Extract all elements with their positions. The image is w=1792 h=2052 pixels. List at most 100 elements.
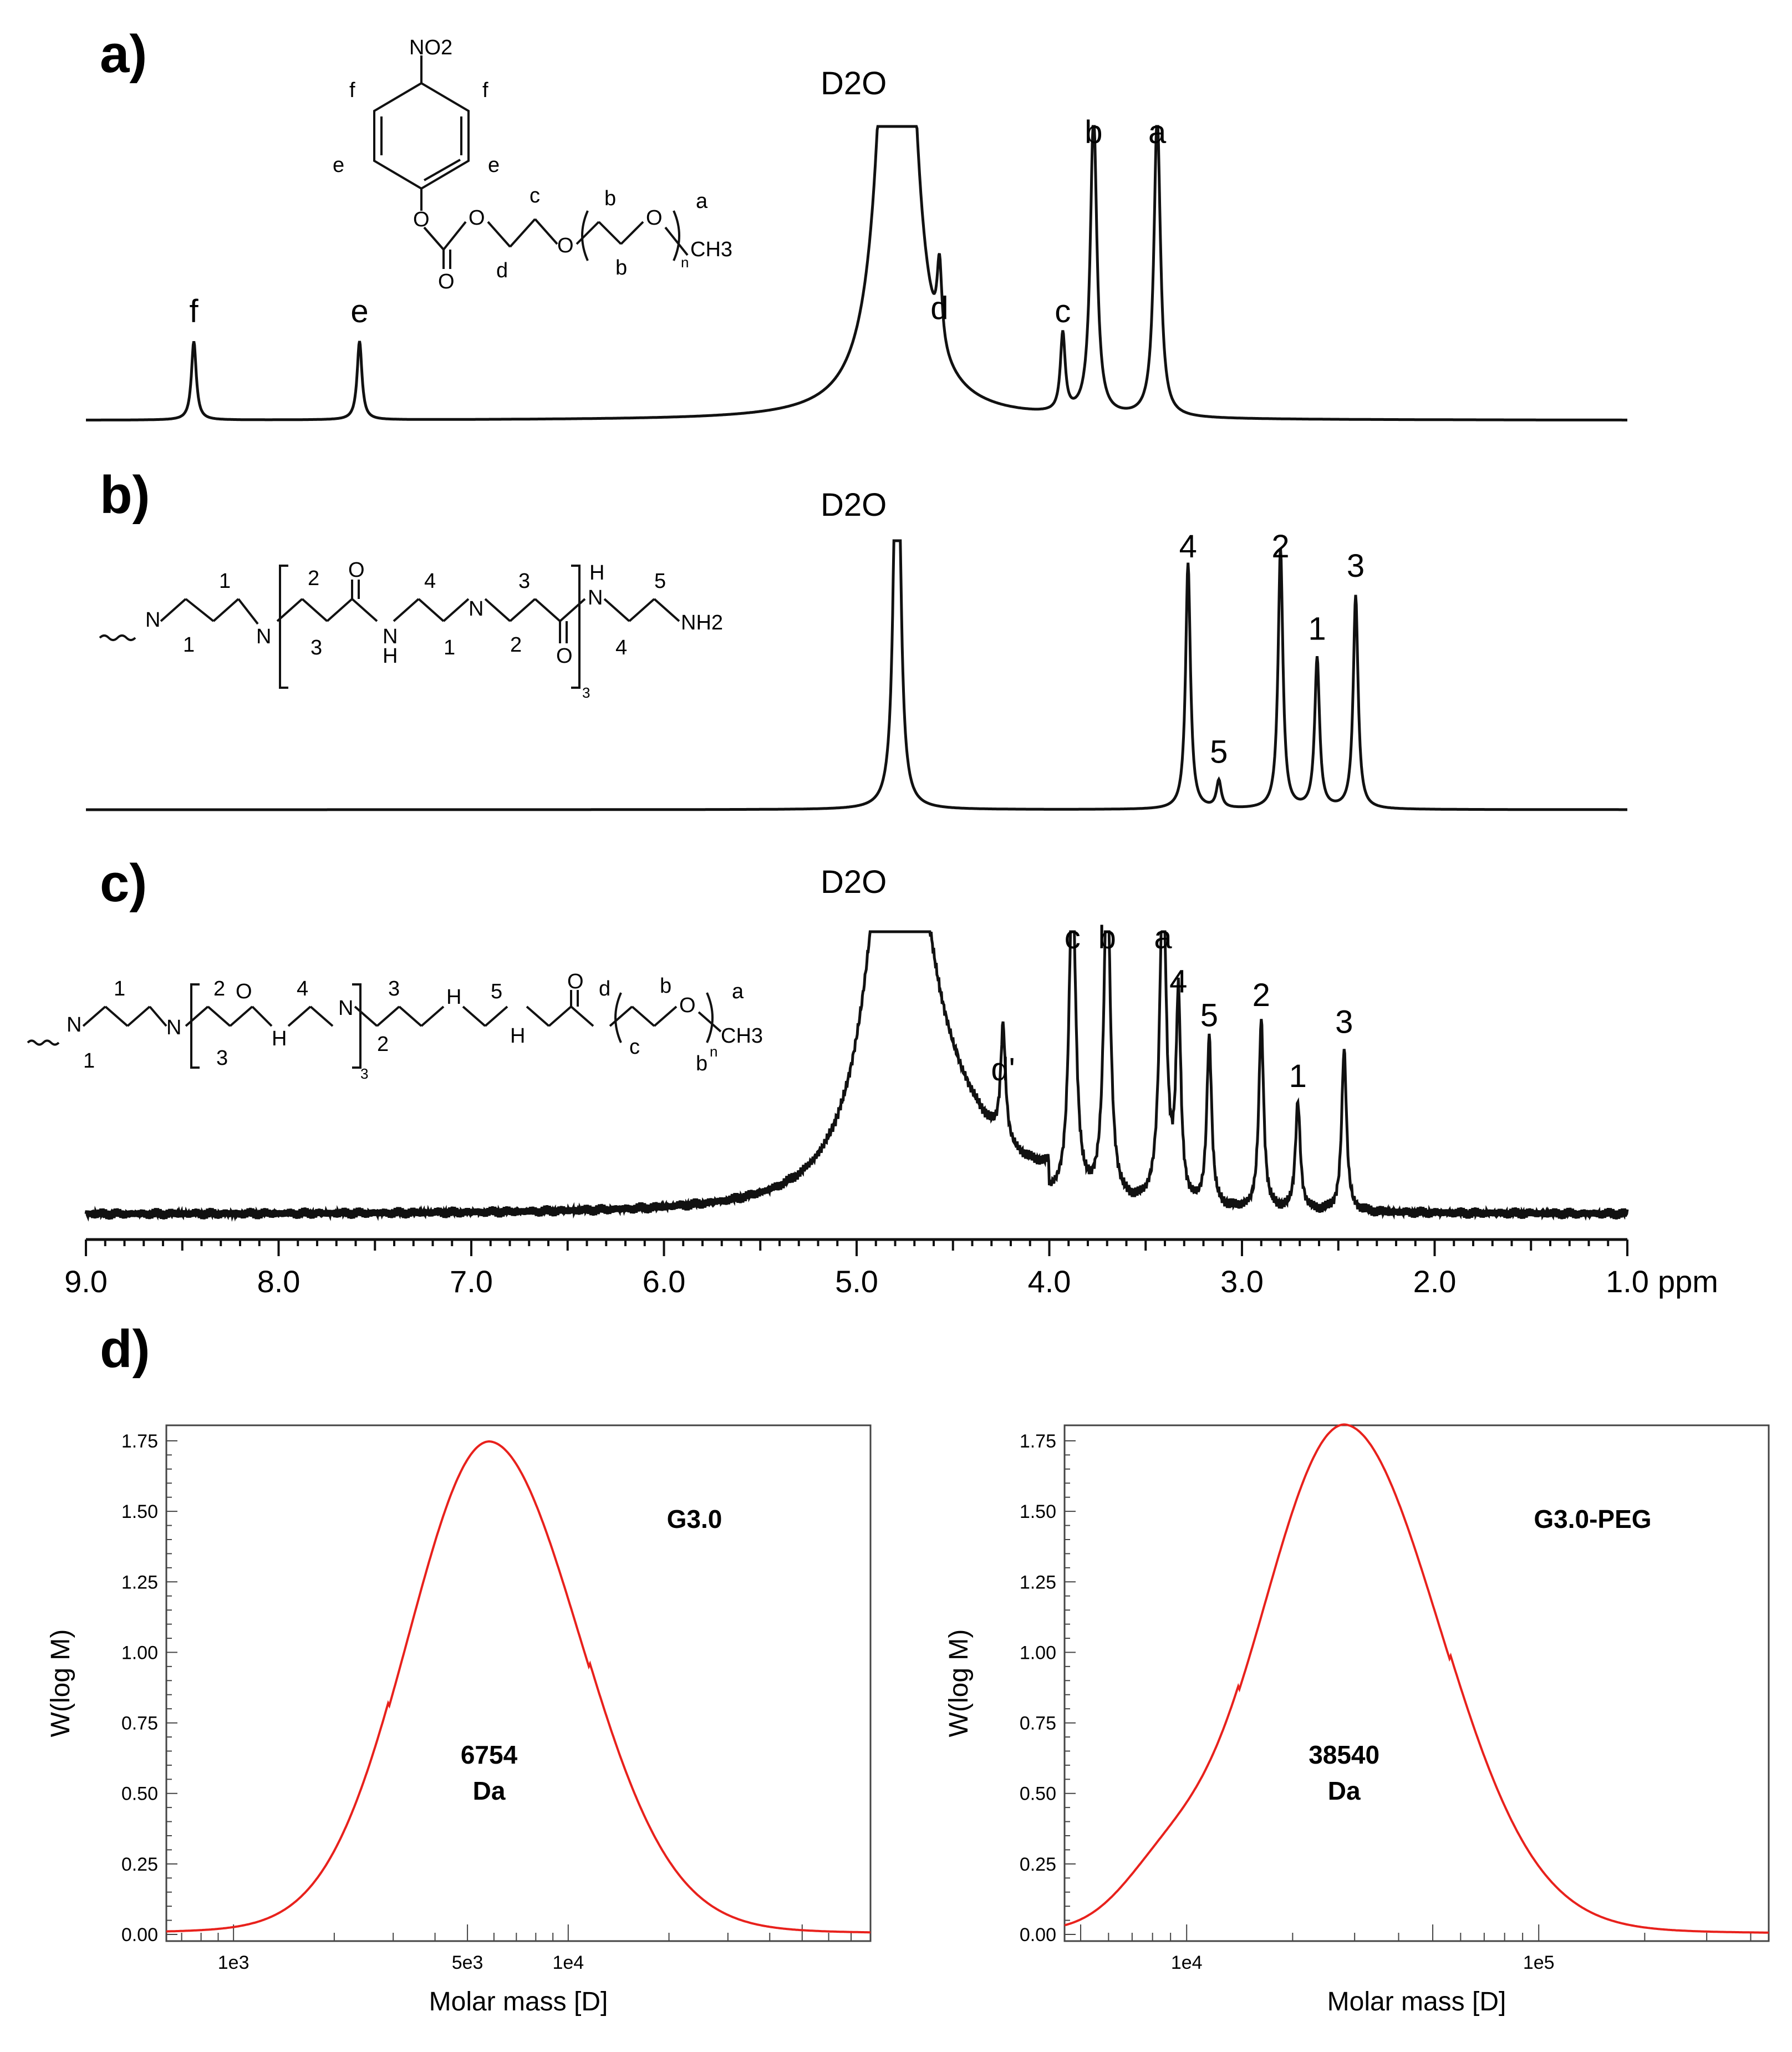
ppm-axis: 9.0 8.0 7.0 6.0 5.0 4.0 3.0 2.0 1.0 ppm	[64, 1238, 1718, 1299]
struct-a-atom: O	[557, 234, 574, 257]
bond	[628, 598, 655, 622]
bond	[484, 598, 511, 622]
gpc-y-tick-label: 1.50	[121, 1501, 158, 1522]
peak-label: b	[1085, 114, 1102, 150]
struct-b-atom: O	[348, 558, 365, 582]
gpc-chart-g30: 0.00 0.25 0.50 0.75 1.00 1.25 1.50 1.75 1e3 5e3 1e…	[46, 1424, 872, 2017]
panel-label-b: b)	[100, 465, 150, 525]
gpc-y-tick-label: 0.00	[1020, 1924, 1056, 1946]
bond	[126, 1005, 151, 1027]
struct-label-e: e	[488, 154, 500, 177]
struct-label: 1	[183, 633, 195, 657]
structure-c	[27, 983, 722, 1069]
carbonate-bond	[423, 226, 445, 251]
struct-a-atom: O	[646, 206, 663, 230]
ring-double-bond	[424, 159, 461, 181]
gpc-y-tick-label: 0.50	[1020, 1784, 1056, 1805]
peak-label: 5	[1200, 998, 1218, 1034]
bond	[149, 1005, 167, 1027]
struct-a-atom: O	[438, 270, 455, 293]
peak-label: e	[350, 293, 368, 329]
peak-label: 1	[1308, 611, 1326, 647]
wavy-bond	[99, 634, 136, 641]
peg-bracket-right	[706, 992, 714, 1043]
peak-label: d	[930, 291, 948, 327]
struct-b-atom: N	[145, 608, 160, 632]
chain-bond	[487, 221, 511, 248]
peak-label: c	[1065, 920, 1081, 956]
struct-label: d	[599, 977, 610, 1000]
gpc-chart-g30-peg: 0.00 0.25 0.50 0.75 1.00 1.25 1.50 1.75 1e4 1e5 Mo…	[944, 1423, 1770, 2017]
solvent-label-a: D2O	[821, 65, 887, 101]
struct-label-f: f	[349, 79, 355, 102]
struct-label: b	[660, 974, 671, 998]
struct-b-atom: N	[469, 597, 483, 621]
peak-label: 4	[1169, 964, 1187, 1000]
bond	[376, 1005, 400, 1027]
gpc-y-tick-label: 0.25	[1020, 1854, 1056, 1875]
struct-label: b	[696, 1052, 707, 1075]
repeat-n-label: n	[710, 1043, 717, 1060]
struct-a-atom: O	[469, 206, 485, 230]
struct-b-atom: N	[256, 625, 271, 648]
gpc-curve	[166, 1440, 870, 1934]
struct-c-atom: H	[446, 986, 461, 1009]
repeat-bracket-right	[673, 210, 680, 261]
gpc-title: G3.0-PEG	[1534, 1505, 1651, 1533]
gpc-x-axis-label: Molar mass [D]	[1327, 1987, 1506, 2017]
chain-bond	[598, 221, 622, 245]
struct-label-b: b	[604, 187, 616, 210]
struct-label: 2	[213, 977, 225, 1000]
gpc-y-tick-label: 0.75	[1020, 1713, 1056, 1734]
bond	[301, 598, 328, 622]
struct-c-atom: H	[510, 1024, 525, 1048]
nmr-trace	[86, 125, 1627, 421]
struct-label: c	[629, 1035, 640, 1059]
struct-label: 5	[654, 570, 666, 593]
gpc-x-tick-label: 1e5	[1523, 1952, 1555, 1973]
end-group-label: CH3	[690, 238, 732, 261]
peak-label: a	[1154, 920, 1172, 956]
repeat-bracket-left	[190, 983, 200, 1069]
ppm-tick-label: 8.0	[257, 1264, 301, 1299]
bond	[559, 598, 586, 622]
ppm-tick-label: 1.0	[1606, 1264, 1649, 1299]
bond	[351, 598, 378, 622]
end-group-label: NH2	[681, 611, 723, 634]
bond	[160, 598, 187, 622]
end-group-label: CH3	[721, 1024, 763, 1048]
struct-c-atom: N	[166, 1016, 181, 1039]
chain-bond	[664, 226, 689, 256]
ppm-tick-label: 4.0	[1028, 1264, 1071, 1299]
nmr-trace	[84, 930, 1629, 1222]
bond	[207, 1005, 231, 1027]
bond	[309, 1005, 334, 1027]
peak-label: 5	[1210, 734, 1228, 770]
bond	[509, 598, 536, 622]
gpc-y-tick-label: 1.00	[121, 1642, 158, 1663]
repeat-n-label: n	[681, 254, 689, 271]
ppm-tick-label: 6.0	[643, 1264, 686, 1299]
repeat-bracket-right	[571, 565, 581, 689]
struct-label-b: b	[615, 256, 627, 280]
panel-label-d: d)	[100, 1319, 150, 1379]
struct-b-atom: O	[556, 644, 573, 668]
struct-c-atom: H	[272, 1027, 287, 1050]
bond	[287, 1005, 312, 1027]
nitro-group-label: NO2	[409, 36, 452, 59]
struct-label-c: c	[530, 184, 540, 207]
peak-label: 2	[1271, 529, 1289, 565]
bond	[185, 598, 215, 622]
bond	[418, 598, 445, 622]
peak-label: 2	[1253, 977, 1270, 1013]
bond	[398, 1005, 422, 1027]
struct-b-atom: H	[589, 561, 604, 585]
struct-label: 3	[518, 570, 530, 593]
gpc-mw-value: 6754	[461, 1740, 518, 1769]
struct-label-f: f	[482, 79, 488, 102]
bond	[229, 1005, 253, 1027]
bond	[326, 598, 353, 622]
solvent-label-b: D2O	[821, 487, 887, 523]
struct-label: 1	[114, 977, 125, 1000]
bond	[570, 1005, 594, 1027]
